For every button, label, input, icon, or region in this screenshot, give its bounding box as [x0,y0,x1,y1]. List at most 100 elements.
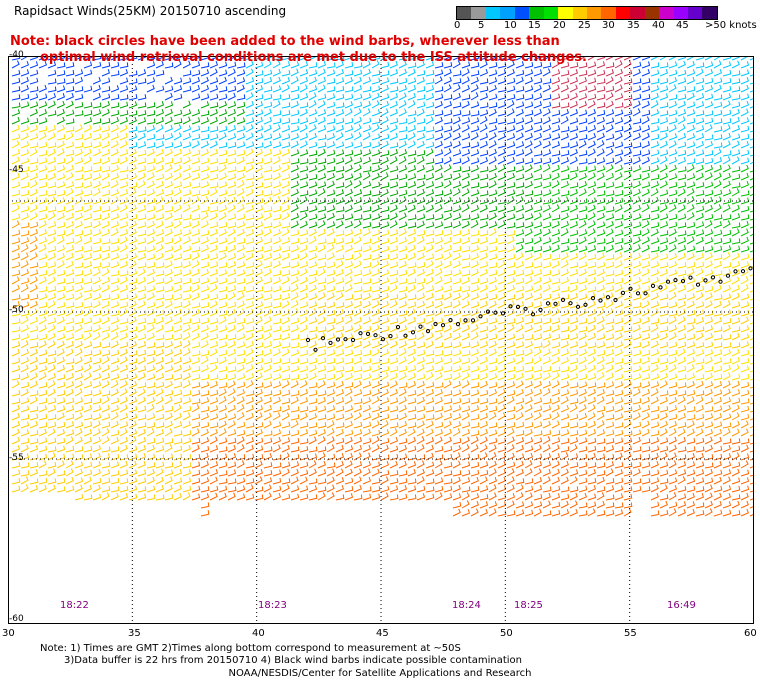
wind-barb [137,237,147,245]
wind-barb [200,374,210,381]
wind-barb [245,68,254,77]
wind-barb [110,94,120,101]
wind-barb [263,237,273,245]
wind-barb [137,141,147,149]
wind-barb [191,413,201,421]
wind-barb [254,158,264,165]
wind-barb [722,476,731,485]
wind-barb [11,380,20,389]
wind-barb [218,86,228,93]
wind-barb [524,69,534,77]
wind-barb [200,437,210,445]
wind-barb [677,276,686,285]
wind-barb [605,278,615,285]
wind-barb [497,246,507,253]
wind-barb [83,404,93,413]
wind-barb [677,493,687,501]
wind-barb [92,109,102,117]
wind-barb [686,164,695,173]
wind-barb [749,193,754,197]
wind-barb [416,156,425,165]
wind-barb [218,413,228,421]
contamination-marker [643,291,648,296]
wind-barb [254,213,264,221]
wind-barb [470,182,480,189]
wind-barb [596,333,606,341]
wind-barb [470,238,480,245]
wind-barb [20,462,30,469]
wind-barb [20,157,30,165]
wind-barb [101,469,111,477]
wind-barb [506,213,516,221]
wind-barb [20,397,30,405]
wind-barb [713,148,722,157]
wind-barb [713,397,723,405]
wind-barb [506,205,516,213]
wind-barb [254,437,264,445]
wind-barb [128,316,137,325]
wind-barb [20,132,29,141]
wind-barb [461,486,471,493]
wind-barb [164,158,174,165]
wind-barb [218,446,228,453]
wind-barb [38,382,48,389]
wind-barb [182,492,191,501]
wind-barb [407,461,417,469]
wind-barb [515,484,524,493]
wind-barb [551,220,560,229]
wind-barb [533,276,542,285]
wind-barb [353,157,363,165]
wind-barb [704,181,714,189]
wind-barb [641,85,651,93]
wind-barb [659,452,668,461]
wind-barb [605,85,615,93]
wind-barb [542,340,551,349]
wind-barb [38,101,48,109]
wind-barb [623,109,633,117]
wind-barb [488,108,497,117]
wind-barb [659,406,669,413]
wind-barb [209,212,218,221]
wind-barb [434,372,443,381]
wind-barb [389,86,399,93]
wind-barb [515,372,524,381]
wind-barb [731,140,740,149]
wind-barb [668,164,677,173]
wind-barb [200,189,210,197]
wind-barb [101,268,110,277]
wind-barb [92,214,102,221]
wind-barb [191,421,201,429]
wind-barb [164,101,174,109]
wind-barb [749,346,754,349]
wind-barb [362,213,372,221]
wind-barb [542,388,551,397]
wind-barb [506,461,516,469]
wind-barb [47,61,57,69]
wind-barb [128,365,138,373]
wind-barb [254,164,263,173]
wind-barb [515,460,524,469]
wind-barb [407,117,417,125]
wind-barb [731,494,741,501]
wind-barb [110,196,119,205]
wind-barb [290,284,299,293]
wind-barb [533,236,542,245]
wind-barb [227,461,237,469]
wind-barb [155,342,165,349]
wind-barb [299,196,308,205]
wind-barb [200,477,210,485]
wind-barb [632,382,642,389]
wind-barb [416,278,426,285]
wind-barb [92,398,102,405]
wind-barb [614,284,623,293]
wind-barb [731,438,741,445]
wind-barb [173,421,183,429]
wind-barb [695,309,705,317]
wind-barb [614,102,624,109]
wind-barb [11,462,21,469]
wind-barb [272,462,282,469]
wind-barb [344,213,354,221]
wind-barb [38,93,48,101]
wind-barb [200,181,210,189]
wind-barb [245,141,255,149]
